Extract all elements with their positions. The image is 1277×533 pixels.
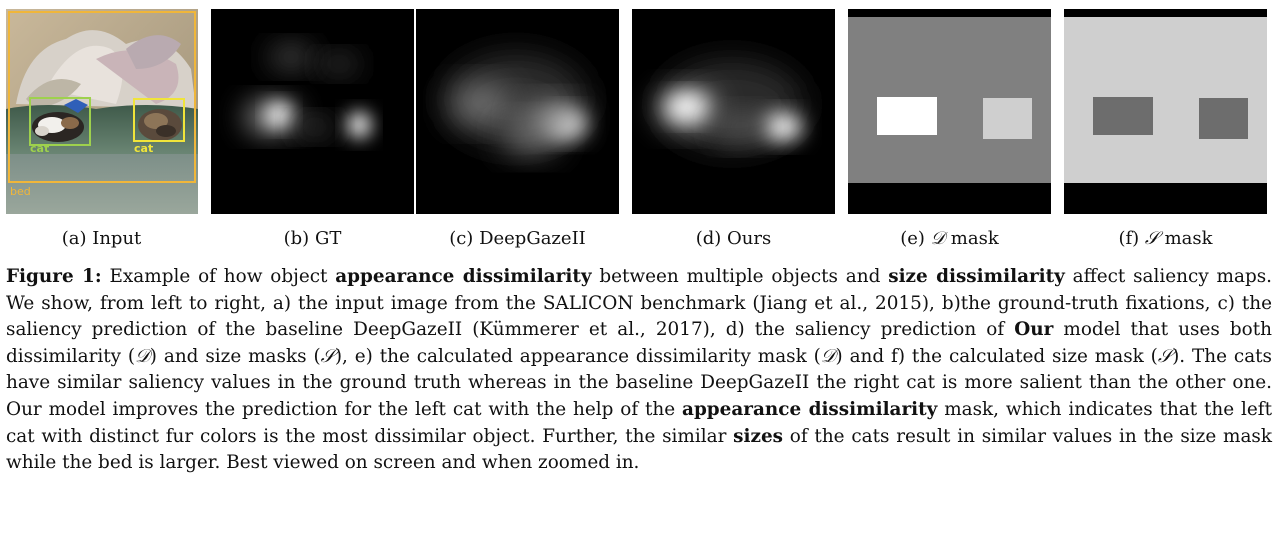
caption-emphasis: appearance dissimilarity (335, 266, 592, 287)
caption-s-mask: (f) 𝒮 mask (1064, 226, 1267, 252)
caption-deepgaze: (c) DeepGazeII (416, 226, 619, 252)
caption-ours-prefix: (d) (695, 228, 722, 249)
caption-input: (a) Input (0, 226, 203, 252)
gt-saliency-map (211, 9, 414, 214)
caption-segment: ) and f) the calculated size mask ( (835, 345, 1158, 367)
bed-box-label: bed (10, 185, 31, 198)
caption-gt-prefix: (b) (283, 228, 310, 249)
caption-s-mask-prefix: (f) (1118, 228, 1140, 249)
left-cat-box-label: cat (30, 142, 49, 155)
s-mask (1064, 9, 1267, 214)
caption-symbol: 𝒟 (135, 345, 150, 367)
caption-segment: of the cats result in similar values in … (6, 425, 1272, 474)
caption-s-mask-text: mask (1164, 228, 1213, 249)
caption-segment: affect saliency maps. We show, from left… (6, 266, 1273, 341)
caption-symbol: 𝒮 (1157, 345, 1173, 367)
caption-input-text: Input (92, 228, 142, 249)
caption-s-mask-symbol: 𝒮 (1144, 228, 1159, 249)
figure-panels: cat cat bed (6, 9, 1277, 214)
caption-ours: (d) Ours (632, 226, 835, 252)
caption-segment: mask, which indicates that the left cat … (6, 398, 1272, 447)
caption-emphasis: appearance dissimilarity (682, 398, 938, 420)
caption-d-mask: (e) 𝒟 mask (848, 226, 1051, 252)
left-cat-bounding-box (29, 97, 91, 146)
caption-segment: between multiple objects and (591, 266, 889, 287)
input-image-panel: cat cat bed (6, 9, 198, 214)
caption-deepgaze-prefix: (c) (449, 228, 474, 249)
caption-segment: Example of how object (101, 266, 336, 287)
caption-input-prefix: (a) (61, 228, 87, 249)
caption-emphasis: sizes (733, 425, 783, 447)
figure-caption: Figure 1: Example of how object appearan… (6, 264, 1272, 477)
caption-gt: (b) GT (211, 226, 414, 252)
deepgaze-saliency-map (416, 9, 619, 214)
input-image: cat cat bed (6, 9, 198, 214)
caption-deepgaze-text: DeepGazeII (479, 228, 586, 249)
right-cat-bounding-box (133, 98, 185, 142)
caption-segment: ). The cats have similar saliency values… (6, 345, 1272, 420)
caption-symbol: 𝒟 (820, 345, 836, 367)
caption-segment: ), e) the calculated appearance dissimil… (334, 345, 821, 367)
caption-segment: model that uses both dissimilarity ( (6, 319, 1272, 367)
ours-saliency-map (632, 9, 835, 214)
caption-d-mask-prefix: (e) (900, 228, 925, 249)
d-mask (848, 9, 1051, 214)
caption-d-mask-text: mask (950, 228, 999, 249)
subfigure-captions: (a) Input (b) GT (c) DeepGazeII (d) Ours… (6, 226, 1277, 252)
caption-ours-text: Ours (727, 228, 772, 249)
caption-segment: ) and size masks ( (149, 345, 321, 367)
caption-gt-text: GT (314, 228, 342, 249)
right-cat-box-label: cat (134, 142, 153, 155)
caption-d-mask-symbol: 𝒟 (930, 228, 946, 249)
caption-emphasis: Our (1014, 319, 1054, 341)
caption-symbol: 𝒮 (320, 345, 335, 367)
caption-emphasis: size dissimilarity (888, 266, 1065, 287)
bed-bounding-box (8, 11, 196, 183)
figure-label: Figure 1: (6, 266, 102, 287)
